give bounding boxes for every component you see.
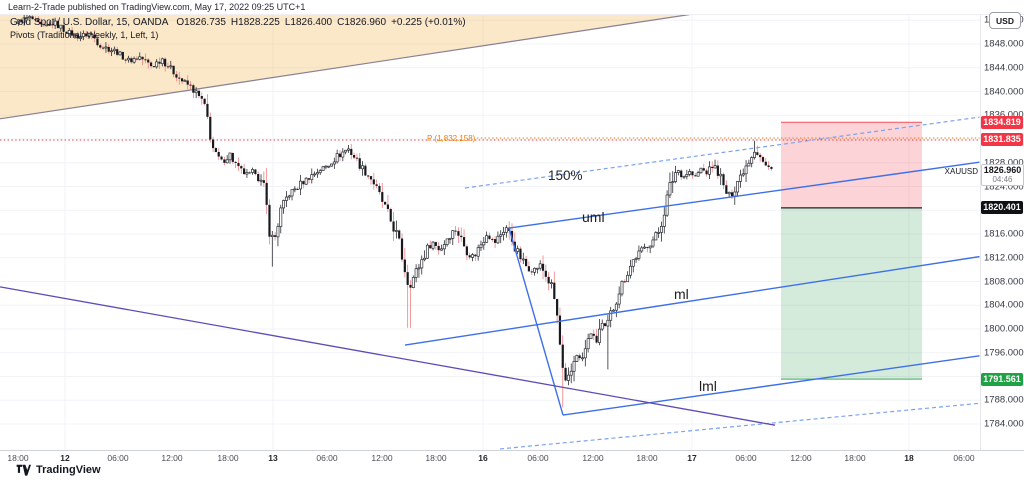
price-gridline-label: 1816.000 [984, 228, 1024, 240]
time-tick: 12:00 [161, 453, 183, 463]
price-gridline-label: 1808.000 [984, 276, 1024, 287]
published-line: Learn-2-Trade published on TradingView.c… [8, 2, 306, 12]
reward-zone [781, 207, 922, 380]
time-tick: 18:00 [425, 453, 447, 463]
median-line-label: ml [674, 286, 689, 302]
price-tag-red: 1834.819 [981, 115, 1023, 129]
time-tick: 12:00 [582, 453, 604, 463]
pane-borders [0, 14, 1024, 451]
ohlc-open: O1826.735 [176, 17, 226, 28]
price-gridline-label: 1784.000 [984, 418, 1024, 430]
ohlc-close: C1826.960 [337, 17, 387, 28]
price-gridline-label: 1828.000 [984, 157, 1024, 169]
time-tick: 12:00 [790, 453, 812, 463]
indicator-legend[interactable]: Pivots (Traditional, Weekly, 1, Left, 1) [10, 30, 159, 40]
tradingview-brand-text[interactable]: TradingView [36, 464, 101, 476]
price-gridline-label: 1812.000 [984, 252, 1024, 264]
candlesticks [17, 14, 773, 408]
time-tick: 12:00 [371, 453, 393, 463]
bar-countdown: 04:46 [992, 175, 1013, 185]
lower-median-line-label: lml [699, 378, 717, 394]
ohlc-high: H1828.225 [230, 17, 280, 28]
tradingview-logo-icon[interactable] [16, 464, 31, 476]
price-gridline-label: 1824.000 [984, 181, 1024, 192]
time-tick: 06:00 [107, 453, 129, 463]
upper-median-line-label: uml [582, 209, 605, 225]
price-gridline-label: 1836.000 [984, 110, 1024, 121]
footer: TradingView [16, 464, 101, 476]
time-tick: 06:00 [735, 453, 757, 463]
price-gridline-label: 1840.000 [984, 86, 1024, 97]
pitchfork-drawing[interactable] [0, 116, 980, 450]
time-tick-day: 17 [687, 453, 697, 463]
price-tag-black: 1820.401 [981, 201, 1023, 215]
grid-lines [0, 14, 980, 450]
risk-zone [781, 122, 922, 208]
price-tag-red: 1831.835 [981, 133, 1023, 147]
time-tick: 06:00 [316, 453, 338, 463]
price-gridline-label: 1796.000 [984, 347, 1024, 359]
time-tick: 18:00 [636, 453, 658, 463]
ohlc-change: +0.225 (+0.01%) [391, 17, 466, 28]
price-scale[interactable]: 1852.0001848.0001844.0001840.0001836.000… [980, 0, 1024, 450]
symbol-watermark-label: XAUUSD [944, 167, 978, 176]
wedge-border-line [0, 14, 694, 120]
symbol-legend[interactable]: Gold Spot / U.S. Dollar, 15, OANDA O1826.… [10, 17, 471, 28]
time-tick-day: 18 [904, 453, 914, 463]
pivot-line-label: P (1,832.158) [427, 134, 476, 143]
price-gridline-label: 1844.000 [984, 62, 1024, 74]
time-tick-day: 13 [268, 453, 278, 463]
time-tick-day: 16 [478, 453, 488, 463]
time-tick: 18:00 [7, 453, 29, 463]
price-tag-green: 1791.561 [981, 372, 1023, 386]
currency-toggle-button[interactable]: USD [989, 12, 1021, 29]
price-gridline-label: 1804.000 [984, 299, 1024, 311]
price-gridline-label: 1800.000 [984, 323, 1024, 335]
time-tick-day: 12 [60, 453, 70, 463]
time-tick: 18:00 [844, 453, 866, 463]
time-scale[interactable]: 18:00 12 06:00 12:00 18:00 13 06:00 12:00 18:00 1… [0, 453, 1024, 466]
time-tick: 06:00 [953, 453, 975, 463]
current-price-label: 1826.960 04:46 [981, 164, 1024, 187]
price-gridline-label: 1848.000 [984, 38, 1024, 50]
time-tick: 18:00 [217, 453, 239, 463]
horizontal-lines[interactable] [0, 137, 980, 141]
wedge-drawing[interactable] [0, 14, 694, 120]
symbol-title: Gold Spot / U.S. Dollar, 15, OANDA [10, 17, 169, 28]
ohlc-low: L1826.400 [284, 17, 333, 28]
fib-150-label: 150% [548, 168, 583, 183]
position-tool-zones[interactable] [781, 121, 922, 380]
purple-trendline [0, 286, 776, 426]
time-tick: 06:00 [527, 453, 549, 463]
price-gridline-label: 1788.000 [984, 394, 1024, 406]
